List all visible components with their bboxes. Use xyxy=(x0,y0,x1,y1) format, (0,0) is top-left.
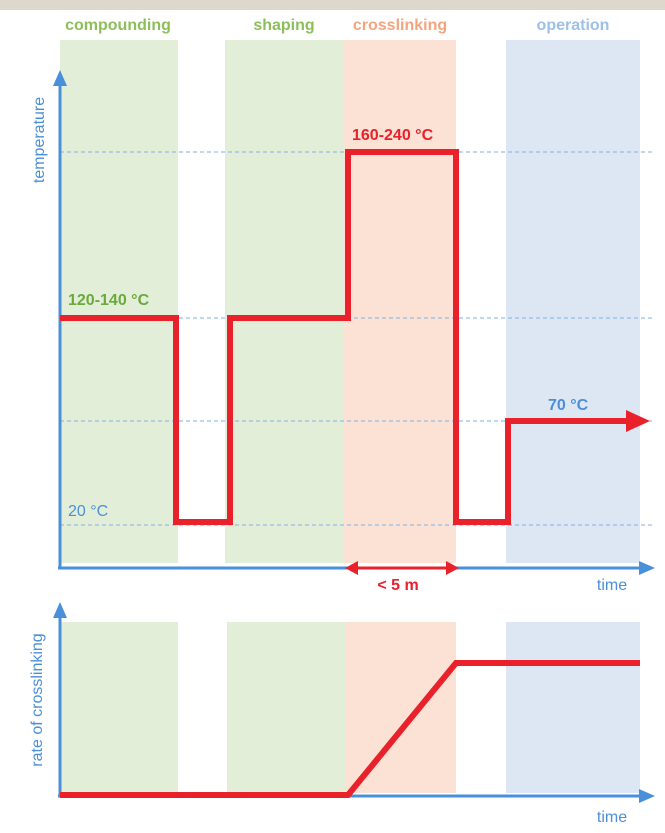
band-operation xyxy=(506,622,640,793)
annotation: 120-140 °C xyxy=(68,292,150,309)
duration-label: < 5 m xyxy=(377,577,418,594)
arrow-head xyxy=(345,561,358,575)
phase-label: shaping xyxy=(253,17,314,34)
annotation: 160-240 °C xyxy=(352,127,434,144)
axis-label: time xyxy=(597,809,627,826)
phase-label: operation xyxy=(537,17,610,34)
band-shaping xyxy=(225,40,343,563)
arrow-head xyxy=(639,789,655,803)
top-bar xyxy=(0,0,665,10)
crosslinking-rate xyxy=(60,660,640,798)
band-compounding xyxy=(60,622,178,793)
arrow-head xyxy=(53,602,67,618)
axis-label: time xyxy=(597,577,627,594)
arrow-head xyxy=(626,410,650,432)
axis-label: temperature xyxy=(31,97,48,183)
phase-label: compounding xyxy=(65,17,171,34)
annotation: 20 °C xyxy=(68,503,108,520)
annotation: 70 °C xyxy=(548,397,589,414)
arrow-head xyxy=(446,561,459,575)
band-crosslinking xyxy=(345,622,456,793)
band-crosslinking xyxy=(343,40,456,563)
band-operation xyxy=(506,40,640,563)
phase-label: crosslinking xyxy=(353,17,447,34)
temperature-profile xyxy=(60,149,628,525)
arrow-head xyxy=(639,561,655,575)
arrow-head xyxy=(53,70,67,86)
axis-label: rate of crosslinking xyxy=(29,633,46,766)
band-shaping xyxy=(227,622,345,793)
band-compounding xyxy=(60,40,178,563)
